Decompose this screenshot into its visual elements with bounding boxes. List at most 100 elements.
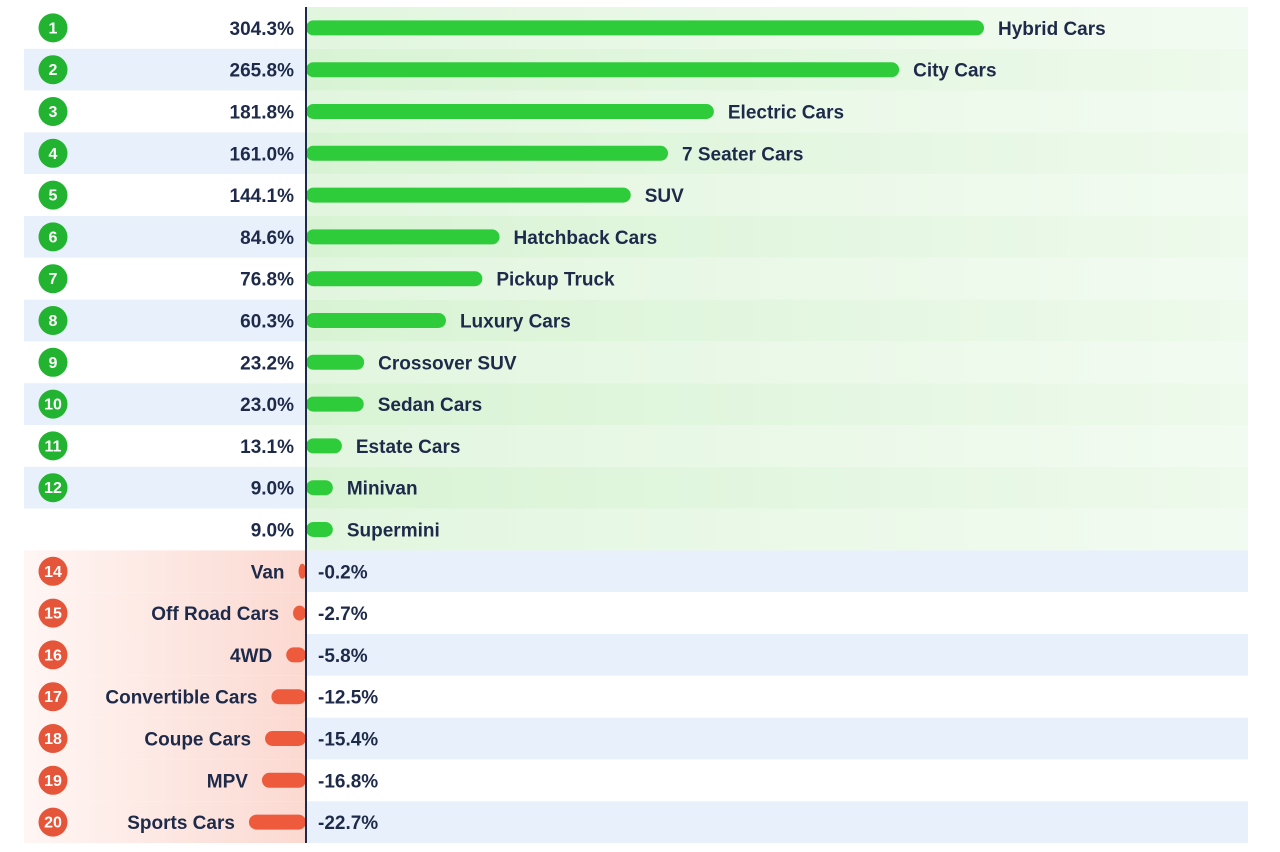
bar <box>306 396 364 412</box>
rank-badge <box>38 97 68 126</box>
rank-badge <box>38 138 68 168</box>
value-label: 23.2% <box>240 353 294 374</box>
bar <box>306 438 342 454</box>
row-background-label-area <box>24 257 306 300</box>
row-background-positive <box>306 299 1248 342</box>
value-label: -0.2% <box>318 562 368 583</box>
rank-number: 5 <box>49 188 58 205</box>
rank-number: 18 <box>44 731 62 748</box>
row-background-positive <box>306 425 1248 467</box>
row-background-negative <box>24 592 306 634</box>
category-label: Estate Cars <box>356 437 461 458</box>
value-label: -15.4% <box>318 730 378 751</box>
row-background-value-area <box>306 801 1248 843</box>
bar <box>306 145 669 161</box>
rank-badge <box>38 347 68 377</box>
row-background-negative <box>24 759 306 802</box>
row-background-negative <box>24 550 306 593</box>
value-label: 265.8% <box>230 61 295 82</box>
row-background-positive <box>306 341 1248 384</box>
bar <box>286 647 306 663</box>
rank-number: 2 <box>49 62 58 79</box>
category-label: Supermini <box>347 521 440 542</box>
row-background-label-area <box>24 48 306 91</box>
value-label: 23.0% <box>240 395 294 416</box>
category-label: Sedan Cars <box>378 395 483 416</box>
rank-badge <box>38 222 68 252</box>
category-label: MPV <box>207 771 249 792</box>
category-label: 7 Seater Cars <box>682 144 803 165</box>
category-label: Hybrid Cars <box>998 19 1106 40</box>
rank-badge <box>38 556 68 586</box>
bar <box>261 772 306 788</box>
value-label: 9.0% <box>251 479 294 500</box>
category-label: Sports Cars <box>127 813 235 834</box>
row-background-positive <box>306 466 1248 509</box>
rank-number: 17 <box>44 689 62 706</box>
row-background-label-area <box>24 383 306 425</box>
bar <box>265 731 306 746</box>
bars <box>248 20 984 830</box>
rank-number: 1 <box>49 20 58 37</box>
row-background-positive <box>306 508 1248 551</box>
row-background-label-area <box>24 90 306 133</box>
rank-number: 4 <box>49 146 58 163</box>
value-label: 9.0% <box>251 521 294 542</box>
rank-badge <box>38 682 68 712</box>
row-background-label-area <box>24 508 306 551</box>
category-label: Hatchback Cars <box>514 228 658 249</box>
rank-number: 10 <box>44 397 62 414</box>
bar <box>306 480 333 496</box>
labels: 1 304.3% Hybrid Cars 2 265.8% City Cars 3 181.8… <box>38 7 1106 843</box>
category-label: SUV <box>645 186 684 207</box>
value-label: -2.7% <box>318 604 368 625</box>
category-label: Off Road Cars <box>151 604 279 625</box>
rank-badge <box>38 55 68 85</box>
row-background-label-area <box>24 466 306 509</box>
category-label: 4WD <box>230 646 272 667</box>
value-label: 60.3% <box>240 312 294 333</box>
rank-number: 3 <box>49 104 58 121</box>
row-backgrounds <box>24 7 1248 843</box>
bar <box>248 814 306 830</box>
row-background-label-area <box>24 299 306 342</box>
category-label: Crossover SUV <box>378 353 517 374</box>
bar <box>306 354 365 370</box>
category-label: Van <box>251 562 285 583</box>
value-label: 84.6% <box>240 228 294 249</box>
category-label: Pickup Truck <box>496 270 615 291</box>
rank-badge <box>38 724 68 753</box>
row-background-label-area <box>24 174 306 216</box>
row-background-negative <box>24 634 306 676</box>
bar <box>306 313 446 328</box>
category-label: Coupe Cars <box>144 730 251 751</box>
bar <box>306 522 333 537</box>
rank-number: 15 <box>44 606 62 623</box>
bar <box>306 20 984 36</box>
row-background-negative <box>24 717 306 760</box>
rank-badge <box>38 431 68 461</box>
row-background-value-area <box>306 759 1248 802</box>
value-label: 76.8% <box>240 270 294 291</box>
rank-badge <box>38 473 68 503</box>
value-label: -12.5% <box>318 688 378 709</box>
rank-badge <box>38 765 68 795</box>
rank-number: 9 <box>49 355 58 372</box>
rank-number: 12 <box>44 480 62 497</box>
rank-badge <box>38 306 68 335</box>
row-background-value-area <box>306 550 1248 593</box>
rank-number: 8 <box>49 313 58 330</box>
row-background-label-area <box>24 132 306 175</box>
category-label: Convertible Cars <box>105 688 257 709</box>
row-background-label-area <box>24 216 306 258</box>
bar <box>293 605 306 621</box>
value-label: 144.1% <box>230 186 295 207</box>
bar <box>298 563 306 579</box>
category-label: Electric Cars <box>728 103 844 124</box>
rank-badge <box>38 264 68 294</box>
rank-badge <box>38 180 68 210</box>
bar <box>306 104 714 119</box>
category-label: Luxury Cars <box>460 312 571 333</box>
